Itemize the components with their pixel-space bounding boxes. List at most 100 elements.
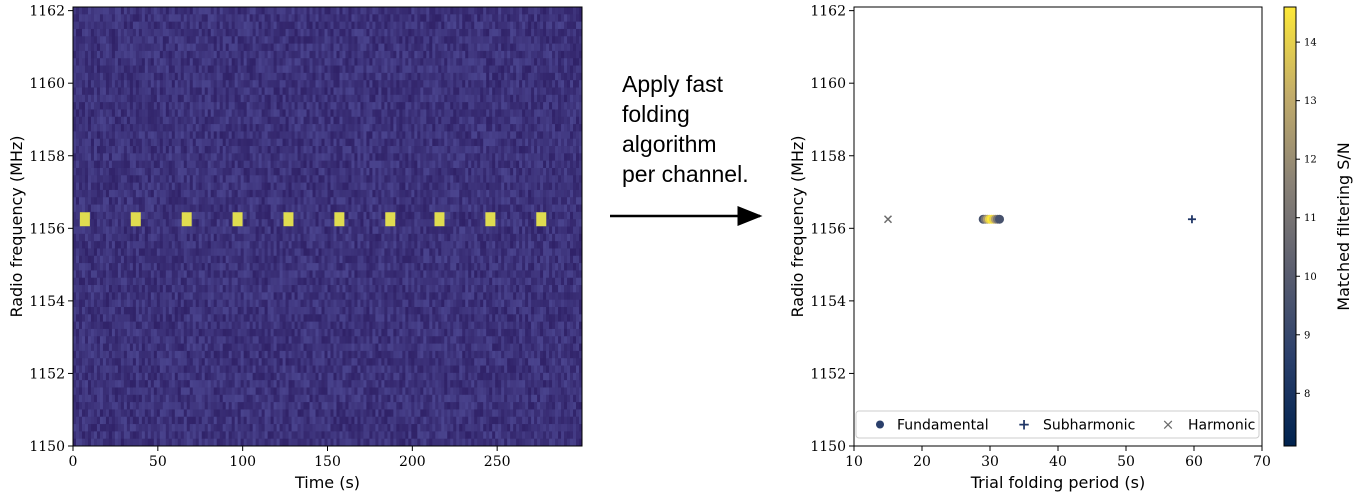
heatmap-cell [291,285,295,293]
heatmap-cell [135,438,140,447]
heatmap-cell [240,124,245,132]
heatmap-cell [156,380,161,388]
heatmap-cell [129,314,134,323]
heatmap-cell [147,402,152,410]
heatmap-cell [234,409,239,418]
spectrogram-heatmap [73,7,583,447]
heatmap-cell [231,394,236,403]
heatmap-cell [126,131,131,140]
heatmap-cell [174,372,179,381]
heatmap-cell [180,255,185,264]
heatmap-cell [102,321,107,330]
heatmap-cell [73,189,77,198]
heatmap-cell [240,21,245,30]
heatmap-cell [84,424,89,432]
heatmap-cell [216,124,221,132]
heatmap-cell [258,263,263,271]
heatmap-cell [102,7,107,15]
heatmap-cell [273,182,277,191]
heatmap-cell [84,299,89,308]
heatmap-cell [150,365,155,374]
heatmap-cell [243,285,248,293]
heatmap-cell [90,36,95,44]
heatmap-cell [276,233,280,242]
heatmap-cell [117,43,122,52]
heatmap-cell [246,21,251,30]
heatmap-cell [255,350,260,359]
heatmap-cell [213,226,218,235]
heatmap-cell [288,116,292,125]
heatmap-cell [195,197,200,205]
heatmap-cell [135,372,140,381]
heatmap-cell [225,387,230,396]
heatmap-cell [135,424,140,432]
heatmap-cell [285,182,289,191]
heatmap-cell [285,285,289,293]
heatmap-cell [105,431,110,440]
heatmap-cell [300,226,304,235]
heatmap-cell [87,50,92,59]
heatmap-cell [147,416,152,425]
heatmap-cell [210,226,215,235]
heatmap-cell [162,204,167,213]
heatmap-cell [138,102,143,110]
heatmap-cell [276,204,280,213]
heatmap-cell [123,146,128,154]
heatmap-cell [234,72,239,81]
heatmap-cell [192,102,197,110]
heatmap-cell [114,197,119,205]
heatmap-cell [81,146,86,154]
heatmap-cell [243,131,248,140]
heatmap-cell [99,241,104,249]
heatmap-cell [111,80,116,88]
heatmap-cell [315,146,319,154]
heatmap-cell [249,204,254,213]
heatmap-cell [105,36,110,44]
heatmap-cell [171,14,176,23]
heatmap-cell [153,431,158,440]
heatmap-cell [276,387,280,396]
heatmap-cell [213,21,218,30]
heatmap-cell [288,387,292,396]
heatmap-cell [264,394,269,403]
heatmap-cell [93,270,98,279]
heatmap-cell [282,380,286,388]
heatmap-cell [255,438,260,447]
heatmap-cell [147,80,152,88]
heatmap-cell [180,124,185,132]
heatmap-cell [102,87,107,96]
heatmap-cell [279,402,283,410]
heatmap-cell [195,94,200,103]
heatmap-cell [279,189,283,198]
heatmap-cell [297,394,301,403]
heatmap-cell [183,255,188,264]
heatmap-cell [93,36,98,44]
heatmap-cell [246,387,251,396]
heatmap-cell [126,263,131,271]
heatmap-cell [318,314,322,323]
heatmap-cell [273,87,277,96]
heatmap-cell [87,87,92,96]
heatmap-cell [198,116,203,125]
heatmap-cell [240,306,245,315]
heatmap-cell [153,350,158,359]
heatmap-cell [171,21,176,30]
heatmap-cell [219,14,224,23]
heatmap-cell [162,270,167,279]
heatmap-cell [174,387,179,396]
heatmap-cell [105,21,110,30]
heatmap-cell [174,241,179,249]
heatmap-cell [216,94,221,103]
heatmap-cell [267,270,272,279]
heatmap-cell [237,394,242,403]
heatmap-cell [219,431,224,440]
heatmap-cell [132,409,137,418]
heatmap-cell [213,394,218,403]
heatmap-cell [171,387,176,396]
heatmap-cell [162,299,167,308]
heatmap-cell [303,50,307,59]
heatmap-cell [138,292,143,301]
heatmap-cell [99,58,104,66]
heatmap-cell [198,226,203,235]
heatmap-cell [261,438,266,447]
